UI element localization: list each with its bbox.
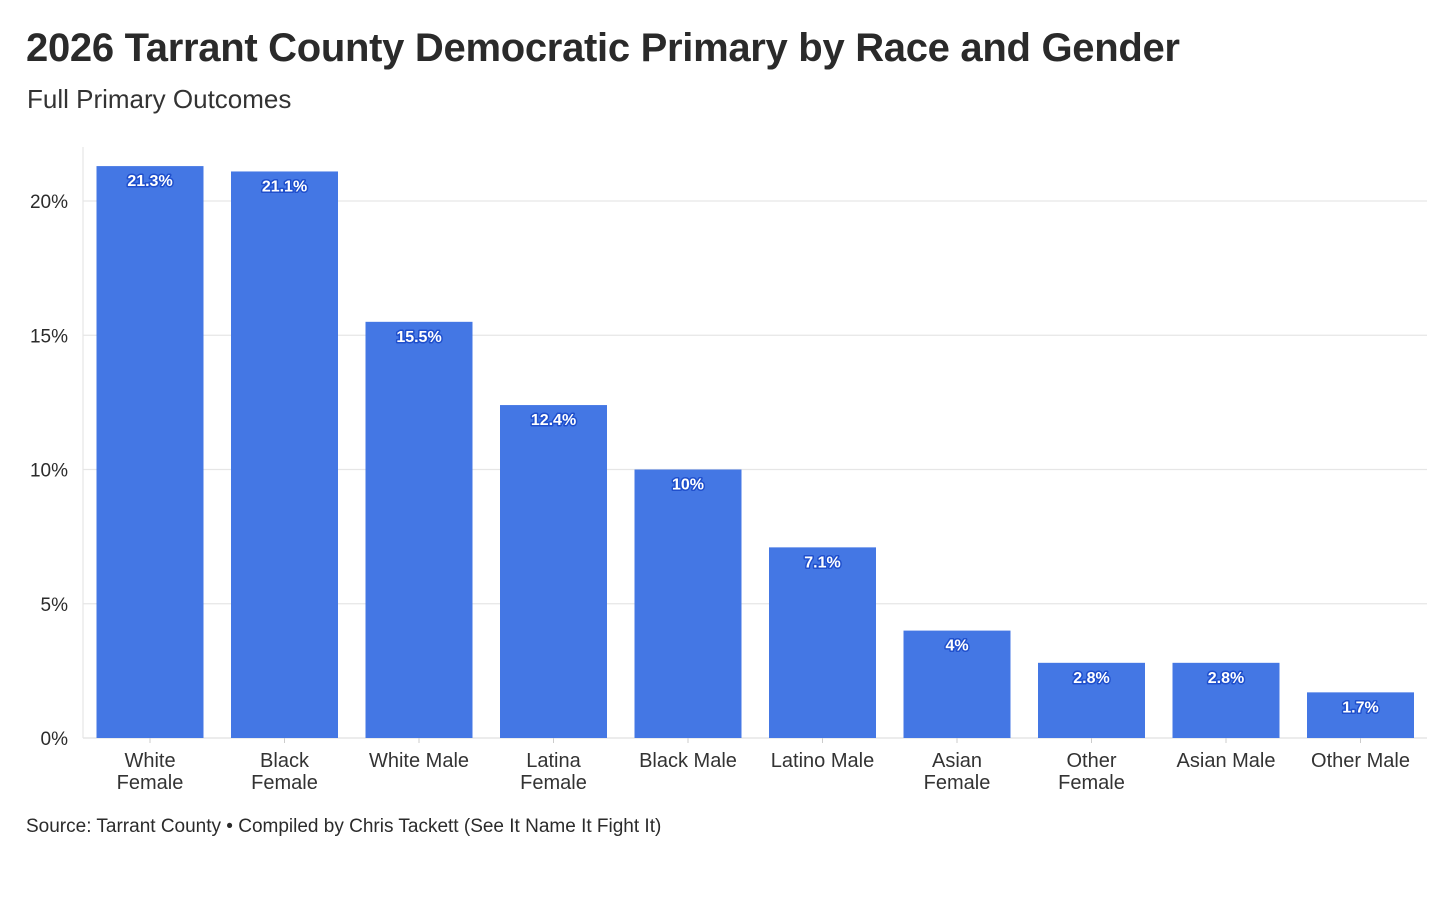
y-axis: 0% 5% 10% 15% 20% bbox=[30, 147, 84, 750]
chart-title: 2026 Tarrant County Democratic Primary b… bbox=[26, 26, 1180, 70]
bar bbox=[1038, 662, 1145, 738]
x-tick-label: Black Female bbox=[251, 750, 318, 794]
bar-value-label: 2.8% bbox=[1073, 670, 1109, 687]
x-tick-label: White Male bbox=[369, 750, 469, 772]
bar bbox=[96, 166, 204, 739]
x-tick-label: White Female bbox=[117, 750, 184, 794]
x-axis: White Female Black Female White Male Latina Fe… bbox=[117, 738, 1410, 794]
y-tick-label: 15% bbox=[30, 326, 68, 347]
x-tick-label: Asian Male bbox=[1177, 750, 1276, 772]
bar bbox=[769, 547, 876, 738]
bar bbox=[231, 171, 338, 739]
y-tick-label: 5% bbox=[41, 595, 69, 616]
bar-value-label: 21.1% bbox=[262, 178, 307, 195]
chart-subtitle: Full Primary Outcomes bbox=[27, 84, 292, 114]
bar-value-label: 2.8% bbox=[1208, 670, 1244, 687]
y-tick-label: 0% bbox=[41, 729, 69, 750]
bar bbox=[365, 321, 473, 738]
y-tick-label: 20% bbox=[30, 192, 68, 213]
bar-value-label: 4% bbox=[945, 638, 968, 655]
bar bbox=[634, 469, 742, 738]
bar bbox=[903, 630, 1011, 738]
x-tick-label: Other Female bbox=[1058, 750, 1125, 794]
bar bbox=[1172, 662, 1280, 738]
bar-value-label: 15.5% bbox=[396, 329, 441, 346]
bar-value-label: 12.4% bbox=[531, 412, 576, 429]
bar-value-label: 21.3% bbox=[127, 173, 172, 190]
x-tick-label: Other Male bbox=[1311, 750, 1410, 772]
data-labels: 21.3% 21.1% 15.5% 12.4% 10% 7.1% 4% 2.8% 2.8% 1.7… bbox=[126, 172, 1380, 718]
bar-value-label: 10% bbox=[672, 477, 704, 494]
bar bbox=[500, 405, 607, 738]
x-tick-label: Latina Female bbox=[520, 750, 587, 794]
y-tick-label: 10% bbox=[30, 461, 68, 482]
x-tick-label: Asian Female bbox=[924, 750, 991, 794]
x-tick-label: Latino Male bbox=[771, 750, 874, 772]
bars bbox=[96, 166, 1414, 739]
x-tick-label: Black Male bbox=[639, 750, 737, 772]
bar-value-label: 7.1% bbox=[804, 554, 840, 571]
bar bbox=[1307, 692, 1414, 738]
source-note: Source: Tarrant County • Compiled by Chr… bbox=[26, 816, 662, 837]
bar-value-label: 1.7% bbox=[1342, 699, 1378, 716]
